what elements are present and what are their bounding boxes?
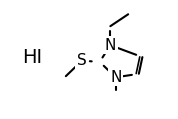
Text: S: S [77,53,87,68]
Text: N: N [110,70,121,85]
Text: N: N [105,38,116,53]
Text: HI: HI [22,48,42,67]
